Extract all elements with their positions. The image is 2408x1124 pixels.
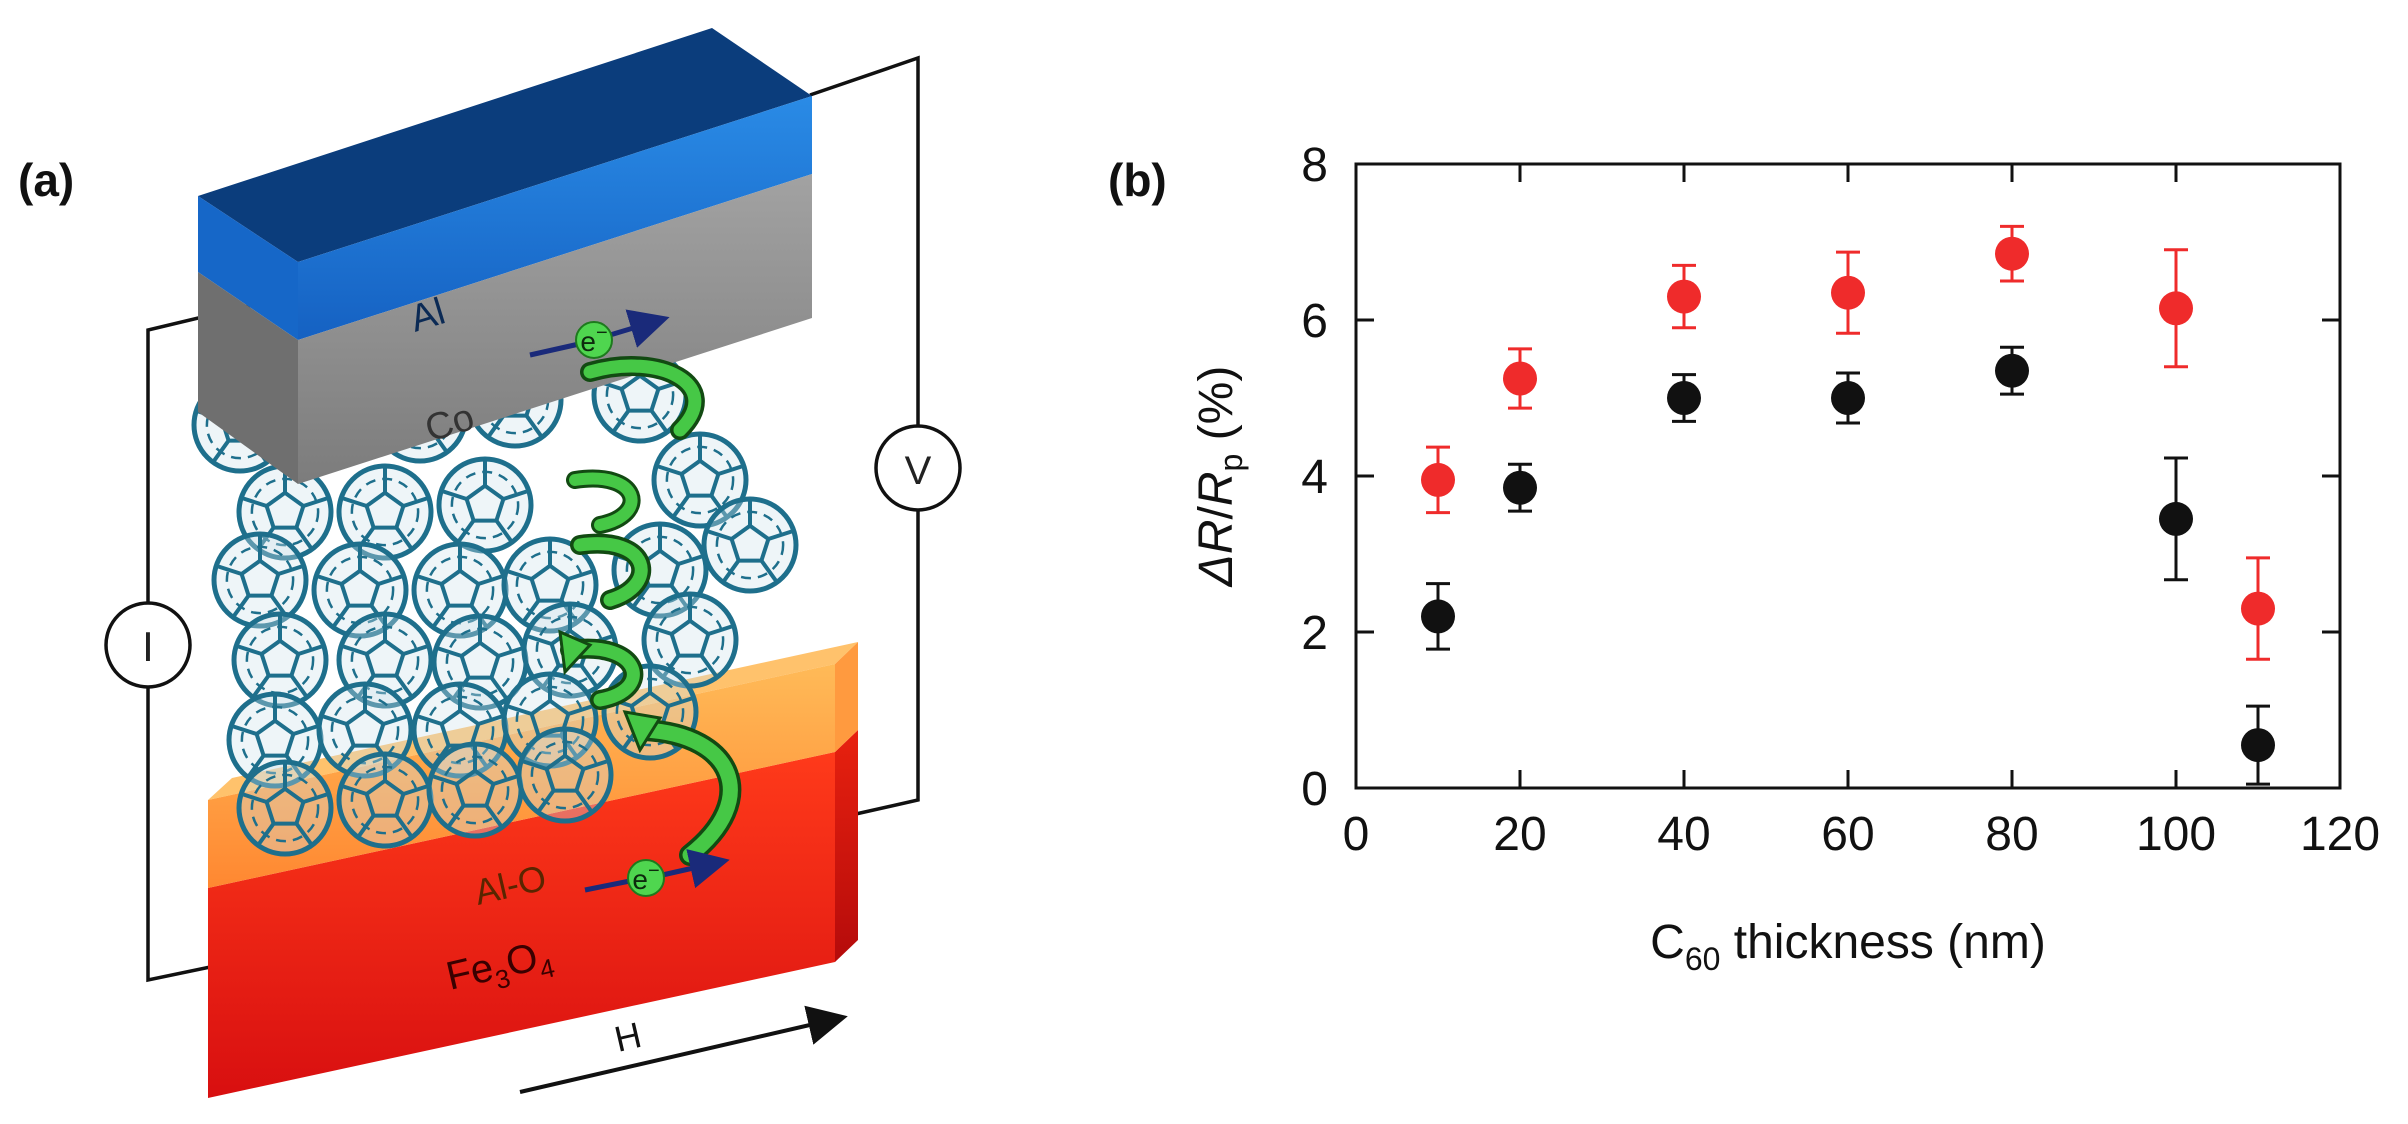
c60-molecule <box>211 531 309 629</box>
x-tick-label: 0 <box>1343 808 1370 861</box>
data-point <box>1995 353 2029 388</box>
data-point <box>1995 236 2029 271</box>
c60-molecule <box>501 671 599 769</box>
spin-transport-path <box>560 356 742 866</box>
field-label: H <box>611 1014 646 1060</box>
c60-molecule <box>236 759 334 857</box>
top-electrode-co-al <box>198 28 812 484</box>
x-tick-label: 120 <box>2300 808 2380 861</box>
data-point <box>1503 361 1537 396</box>
x-tick-label: 80 <box>1985 808 2038 861</box>
c60-molecule <box>516 726 614 824</box>
y-axis-label: ΔR/Rp (%) <box>1190 366 1249 588</box>
current-meter: I <box>104 601 192 689</box>
arrowhead <box>558 629 593 676</box>
data-point <box>1667 381 1701 415</box>
series-black <box>1421 345 2275 786</box>
x-axis-label: C60 thickness (nm) <box>1650 916 2046 977</box>
data-point <box>1667 279 1701 314</box>
data-point <box>1421 462 1455 497</box>
layer-label-fe3o4: Fe3O4 <box>442 932 557 1006</box>
data-points <box>1421 224 2275 786</box>
data-point <box>1421 599 1455 634</box>
c60-molecule <box>336 751 434 849</box>
electron-top: e− <box>529 309 670 359</box>
y-tick-label: 8 <box>1301 139 1328 192</box>
panel-b-label: (b) <box>1108 154 1167 206</box>
voltage-meter: V <box>874 424 962 512</box>
axis-ticks: 0 20 40 60 80 100 120 0 2 4 6 8 <box>1301 139 2380 861</box>
data-point <box>2159 291 2193 326</box>
y-tick-label: 6 <box>1301 295 1328 348</box>
x-tick-label: 40 <box>1657 808 1710 861</box>
electron-bottom-label: e− <box>632 860 659 895</box>
y-tick-label: 2 <box>1301 607 1328 660</box>
panel-a-label: (a) <box>18 154 74 206</box>
current-meter-label: I <box>142 623 154 670</box>
data-point <box>2159 501 2193 536</box>
data-point <box>1503 470 1537 505</box>
arrowhead <box>622 710 663 754</box>
data-point <box>1831 275 1865 310</box>
c60-molecule <box>436 456 534 554</box>
data-point <box>2241 591 2275 626</box>
series-red <box>1421 224 2275 661</box>
magnetic-field-arrow: H <box>519 1005 848 1094</box>
voltage-meter-label: V <box>905 449 932 493</box>
data-point <box>1831 381 1865 415</box>
data-point <box>2241 728 2275 763</box>
y-tick-label: 4 <box>1301 451 1328 504</box>
bottom-electrode-fe3o4 <box>208 642 858 1098</box>
electron-bottom: e− <box>584 849 730 897</box>
x-tick-label: 100 <box>2136 808 2216 861</box>
c60-molecule <box>651 431 749 529</box>
c60-molecule <box>701 496 799 594</box>
c60-molecule <box>426 741 524 839</box>
panel-b-magnetoresistance-plot: (b) 0 20 40 60 80 100 120 0 2 4 6 8 ΔR/Rp (%) C60 t… <box>1108 139 2380 977</box>
electron-top-label: e− <box>580 322 607 357</box>
x-tick-label: 20 <box>1493 808 1546 861</box>
panel-a-device-schematic: (a) I V <box>18 28 962 1098</box>
y-tick-label: 0 <box>1301 763 1328 816</box>
x-tick-label: 60 <box>1821 808 1874 861</box>
